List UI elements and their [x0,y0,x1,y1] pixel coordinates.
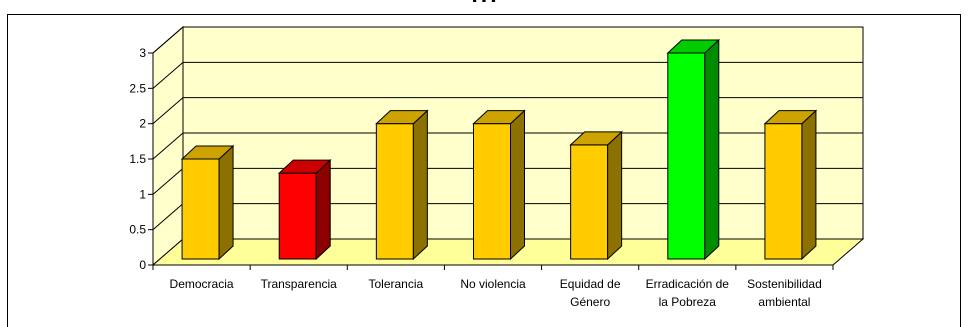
gridline-side [152,132,184,160]
y-tick-label: 2.5 [129,81,146,95]
category-label: ambiental [758,295,810,309]
bar [180,144,235,261]
gridline-side [152,97,184,125]
category-label: Equidad de [560,277,621,291]
category-label: Transparencia [261,277,338,291]
bar-front [473,123,511,260]
chart-title: ... [0,0,968,8]
bar [666,38,721,261]
y-tick-label: 0 [139,258,146,272]
bar-top [375,110,429,125]
bar-top [666,39,721,54]
gridline-side [152,167,184,195]
bar-front [764,123,803,260]
bar-side [607,130,623,261]
gridline-side [152,203,184,231]
bar-side [218,144,234,261]
gridline-side [152,61,184,89]
y-tick-label: 3 [139,46,146,60]
category-label: Sostenibilidad [747,277,822,291]
bar-top [277,159,332,174]
bar-top [763,110,818,125]
y-axis: 0 0.5 1 1.5 2 2.5 3 [129,46,834,272]
category-label: Género [570,295,610,309]
bar [569,130,623,261]
gridline-side [152,26,184,54]
y-tick-label: 2 [139,117,146,131]
bar-front [181,158,220,260]
bar-side [801,109,817,261]
category-label: la Pobreza [659,295,717,309]
bar-side [704,38,720,261]
bar-front [570,144,609,260]
y-tick-label: 1.5 [129,152,146,166]
bar [472,109,526,261]
bar-top [472,110,526,125]
bar [277,158,332,261]
category-label: No violencia [460,277,526,291]
bar-top [180,145,235,160]
bars [180,38,818,261]
category-label: Democracia [170,277,234,291]
y-tick-label: 0.5 [129,223,146,237]
bar-side [510,109,525,261]
bar-side [412,109,428,261]
bar-side [315,158,331,261]
y-tick-label: 1 [139,187,146,201]
bar-front [375,123,414,260]
bar-front [278,172,317,260]
bar [375,109,429,261]
chart-frame [7,14,961,327]
bar-front [667,52,706,260]
category-label: Erradicación de [646,277,730,291]
category-labels: Democracia Transparencia Tolerancia No viol… [170,277,822,309]
bar-top [569,131,623,146]
category-label: Tolerancia [369,277,424,291]
bar [763,109,818,261]
